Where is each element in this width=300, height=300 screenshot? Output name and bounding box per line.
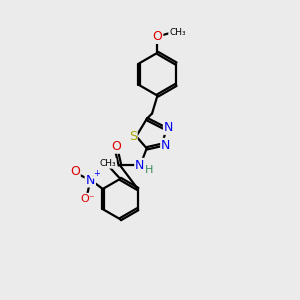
Text: O⁻: O⁻	[80, 194, 94, 204]
Text: CH₃: CH₃	[99, 159, 116, 168]
Text: O: O	[152, 30, 162, 43]
Text: O: O	[70, 165, 80, 178]
Text: CH₃: CH₃	[169, 28, 186, 37]
Text: N: N	[161, 139, 170, 152]
Text: H: H	[145, 165, 153, 175]
Text: S: S	[129, 130, 137, 143]
Text: O: O	[112, 140, 121, 153]
Text: N: N	[135, 159, 145, 172]
Text: N: N	[164, 121, 173, 134]
Text: N: N	[85, 173, 95, 187]
Text: +: +	[93, 169, 100, 178]
